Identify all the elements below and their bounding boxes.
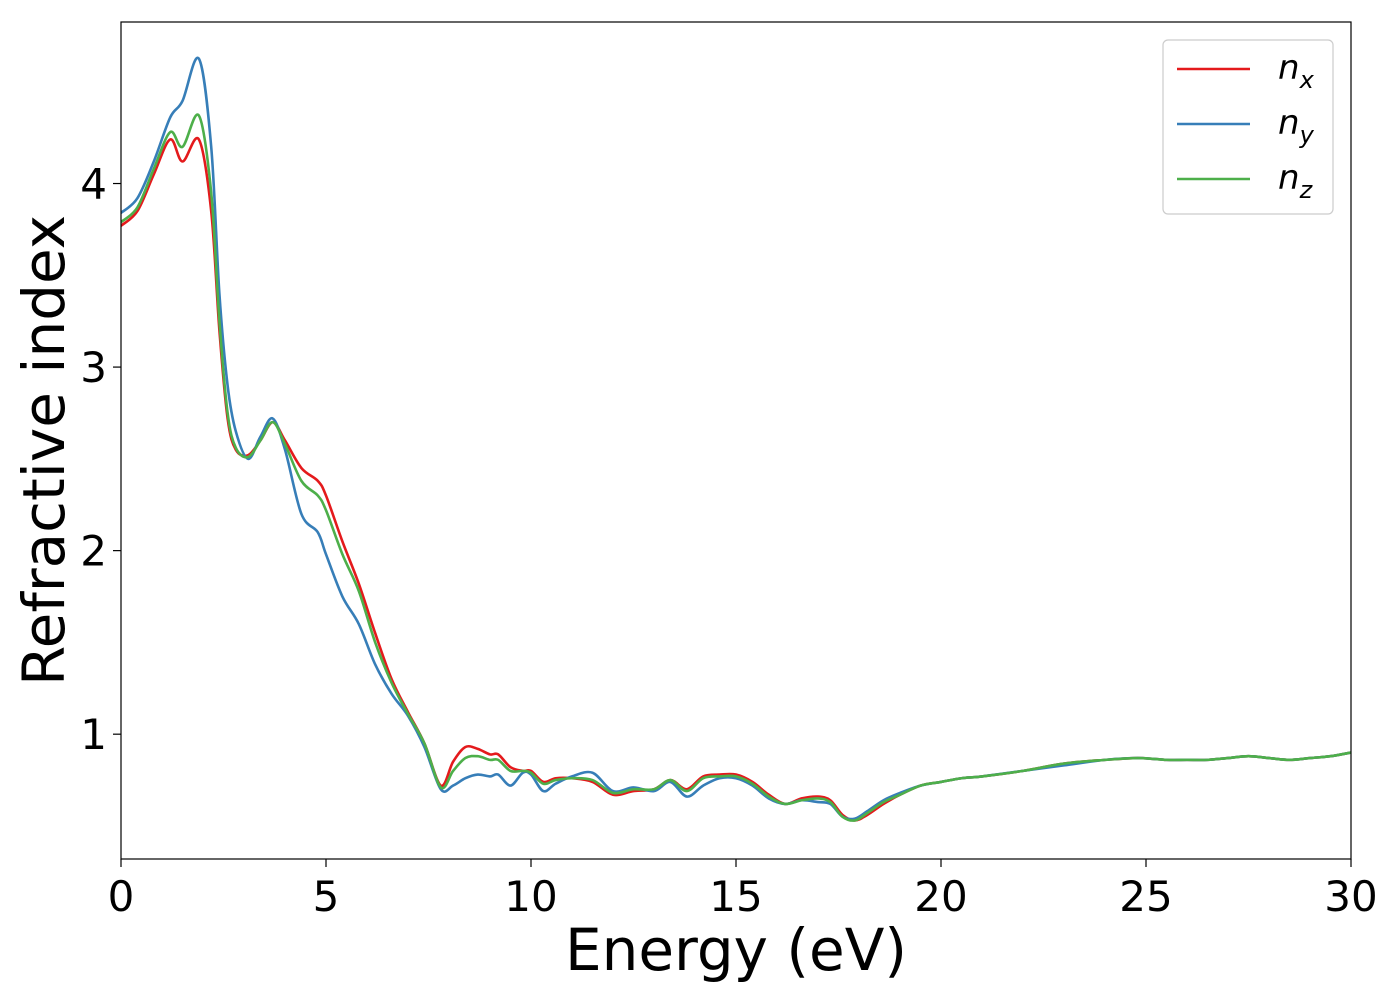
x-tick-label: 20	[914, 872, 967, 921]
x-tick-label: 5	[313, 872, 340, 921]
y-tick-label: 4	[80, 160, 107, 209]
y-axis: 1 2 3 4	[80, 160, 121, 759]
series-lines	[121, 56, 1351, 822]
x-tick-label: 30	[1324, 872, 1377, 921]
legend-label-nz: nz	[1278, 158, 1314, 204]
x-tick-label: 0	[108, 872, 135, 921]
legend-label-subscript: z	[1299, 176, 1314, 204]
legend-label-subscript: y	[1299, 121, 1315, 149]
y-axis-label: Refractive index	[10, 215, 78, 686]
legend-label-ny: ny	[1278, 103, 1315, 149]
y-tick-label: 2	[80, 527, 107, 576]
x-tick-label: 10	[504, 872, 557, 921]
series-line-nx	[121, 136, 1351, 822]
legend-label-nx: nx	[1278, 48, 1315, 94]
legend-label-base: n	[1278, 158, 1300, 198]
legend-label-subscript: x	[1299, 66, 1315, 94]
legend-frame	[1162, 39, 1334, 215]
y-tick-label: 1	[80, 710, 107, 759]
x-tick-label: 25	[1119, 872, 1172, 921]
legend-label-base: n	[1278, 103, 1300, 143]
legend-label-base: n	[1278, 48, 1300, 88]
x-axis-label: Energy (eV)	[565, 916, 907, 984]
x-tick-label: 15	[709, 872, 762, 921]
series-line-ny	[121, 56, 1351, 821]
series-line-nz	[121, 113, 1351, 822]
y-tick-label: 3	[80, 343, 107, 392]
x-axis: 0 5 10 15 20 25 30	[108, 859, 1378, 921]
